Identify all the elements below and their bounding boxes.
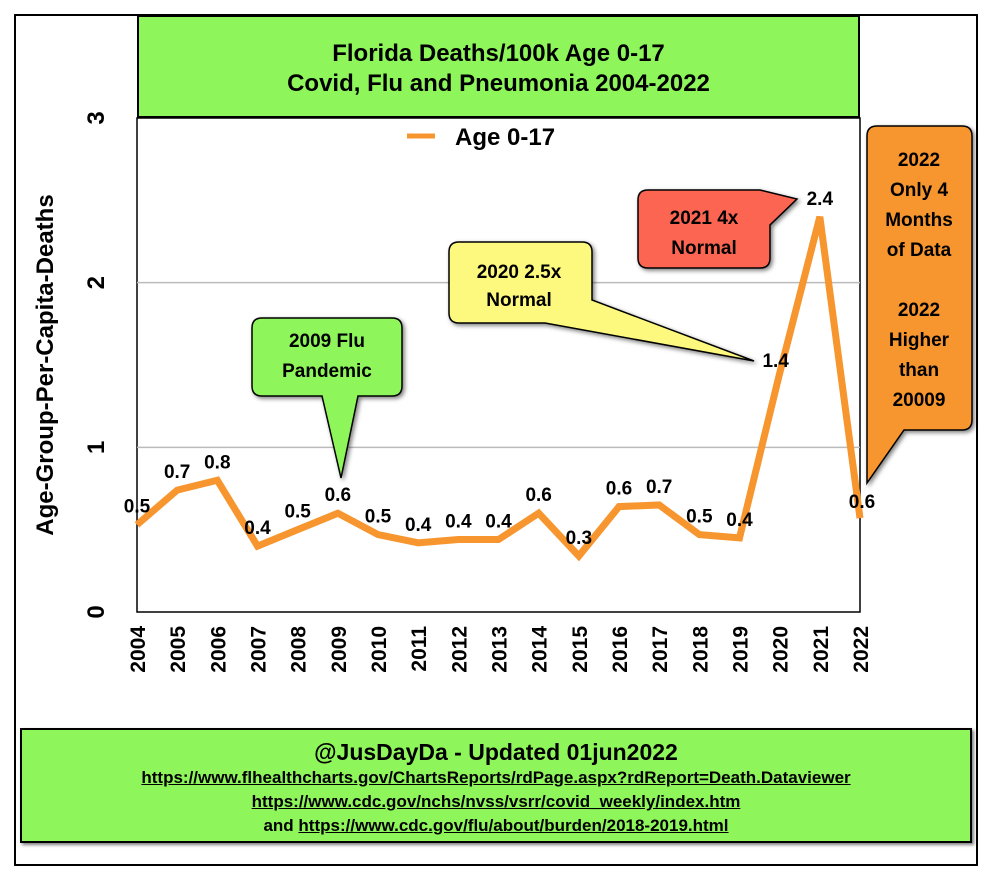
footer-panel: @JusDayDa - Updated 01jun2022 https://ww… (20, 728, 972, 843)
data-label: 0.6 (849, 492, 875, 513)
annotation-2020-line1: 2020 2.5x (477, 262, 562, 283)
x-tick-label: 2012 (448, 626, 471, 673)
footer-handle: @JusDayDa - Updated 01jun2022 (314, 739, 678, 765)
data-label: 0.4 (485, 512, 512, 533)
data-label: 0.4 (726, 510, 753, 531)
data-label: 0.4 (405, 515, 432, 536)
x-tick-label: 2005 (167, 626, 190, 673)
data-label: 0.7 (164, 462, 190, 483)
x-tick-label: 2016 (609, 626, 632, 673)
annotation-2020: 2020 2.5x Normal (448, 241, 755, 362)
x-tick-label: 2008 (288, 626, 311, 673)
chart-title: Florida Deaths/100k Age 0-17 Covid, Flu … (137, 15, 860, 118)
data-label: 0.7 (646, 477, 672, 498)
source-link-flhealthcharts[interactable]: https://www.flhealthcharts.gov/ChartsRep… (141, 768, 851, 787)
data-label: 0.6 (606, 479, 632, 500)
data-label: 0.5 (686, 507, 713, 528)
annotation-2022-line: 2022 (898, 300, 940, 321)
data-label: 0.3 (566, 528, 592, 549)
data-label: 0.5 (124, 497, 151, 518)
annotation-2022: 2022 Only 4 Months of Data 2022 Higher than 200… (866, 125, 973, 486)
x-tick-label: 2022 (850, 626, 873, 673)
annotation-2022-line: Only 4 (890, 180, 949, 201)
source-link-cdc-covid[interactable]: https://www.cdc.gov/nchs/nvss/vsrr/covid… (251, 792, 741, 811)
annotation-2022-line: 2022 (898, 150, 940, 171)
annotation-2009-line2: Pandemic (282, 361, 372, 382)
data-label: 2.4 (807, 189, 834, 210)
x-tick-label: 2006 (207, 626, 230, 673)
annotation-2022-line: 20009 (893, 390, 946, 411)
annotation-2009-line1: 2009 Flu (289, 331, 365, 352)
x-tick-label: 2020 (770, 626, 793, 673)
source-link-line3: and https://www.cdc.gov/flu/about/burden… (22, 814, 970, 838)
data-label: 0.8 (204, 452, 230, 473)
x-tick-label: 2021 (810, 626, 833, 673)
x-tick-label: 2007 (248, 626, 271, 673)
source-link-prefix: and (263, 816, 299, 835)
x-tick-label: 2018 (689, 626, 712, 673)
x-tick-label: 2015 (569, 626, 592, 673)
y-tick-label: 0 (83, 605, 110, 618)
data-label: 0.5 (365, 507, 392, 528)
y-axis-label: Age-Group-Per-Capita-Deaths (32, 194, 59, 535)
annotation-2009-flu: 2009 Flu Pandemic (251, 317, 403, 479)
annotation-2022-line: than (899, 360, 939, 381)
annotation-2022-line: Months (885, 210, 953, 231)
data-label: 0.6 (525, 485, 551, 506)
data-label: 0.4 (244, 518, 271, 539)
x-tick-label: 2010 (368, 626, 391, 673)
data-label: 1.4 (762, 351, 789, 372)
annotation-2021-line1: 2021 4x (670, 208, 739, 229)
x-tick-label: 2017 (649, 626, 672, 673)
y-tick-label: 2 (83, 276, 110, 289)
data-label: 0.5 (284, 502, 311, 523)
x-tick-label: 2004 (127, 626, 150, 673)
data-label: 0.6 (325, 485, 351, 506)
chart-title-line2: Covid, Flu and Pneumonia 2004-2022 (287, 70, 710, 97)
legend-label: Age 0-17 (455, 124, 555, 151)
x-tick-label: 2014 (529, 626, 552, 673)
y-tick-label: 3 (83, 111, 110, 124)
source-link-cdc-flu[interactable]: https://www.cdc.gov/flu/about/burden/201… (298, 816, 729, 835)
annotation-2022-line: of Data (887, 240, 952, 261)
annotation-2020-line2: Normal (486, 290, 551, 311)
data-label: 0.4 (445, 512, 472, 533)
x-tick-label: 2013 (489, 626, 512, 673)
annotation-2021: 2021 4x Normal (637, 189, 799, 269)
x-tick-label: 2011 (408, 626, 431, 672)
x-tick-label: 2009 (328, 626, 351, 673)
chart-title-line1: Florida Deaths/100k Age 0-17 (332, 40, 665, 67)
annotation-2022-line: Higher (889, 330, 950, 351)
x-tick-label: 2019 (730, 626, 753, 673)
y-tick-label: 1 (83, 441, 110, 454)
annotation-2021-line2: Normal (671, 238, 736, 259)
